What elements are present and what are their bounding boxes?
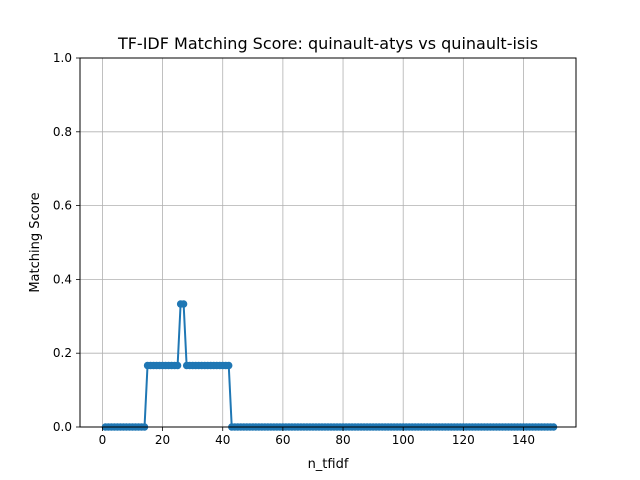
y-tick-label: 1.0 [53,51,72,65]
x-tick-label: 140 [512,433,535,447]
data-point [179,300,188,308]
x-tick-label: 80 [335,433,350,447]
data-point [173,361,182,370]
y-tick-label: 0.0 [53,420,72,434]
axis-ticks: 0 20 40 60 80 100 120 140 0.0 0.2 0.4 0.6 0.8 1.0 [53,51,535,447]
y-tick-label: 0.2 [53,346,72,360]
y-tick-label: 0.8 [53,125,72,139]
chart-title: TF-IDF Matching Score: quinault-atys vs … [117,34,538,53]
x-tick-label: 0 [99,433,107,447]
x-tick-label: 20 [155,433,170,447]
x-axis-label: n_tfidf [308,457,349,472]
x-tick-label: 60 [275,433,290,447]
y-tick-label: 0.6 [53,199,72,213]
y-axis-label: Matching Score [28,192,43,292]
data-point [225,361,233,370]
x-tick-label: 120 [452,433,475,447]
x-tick-label: 100 [392,433,415,447]
plot-frame [79,57,577,428]
x-tick-label: 40 [215,433,230,447]
y-tick-label: 0.4 [53,272,72,286]
